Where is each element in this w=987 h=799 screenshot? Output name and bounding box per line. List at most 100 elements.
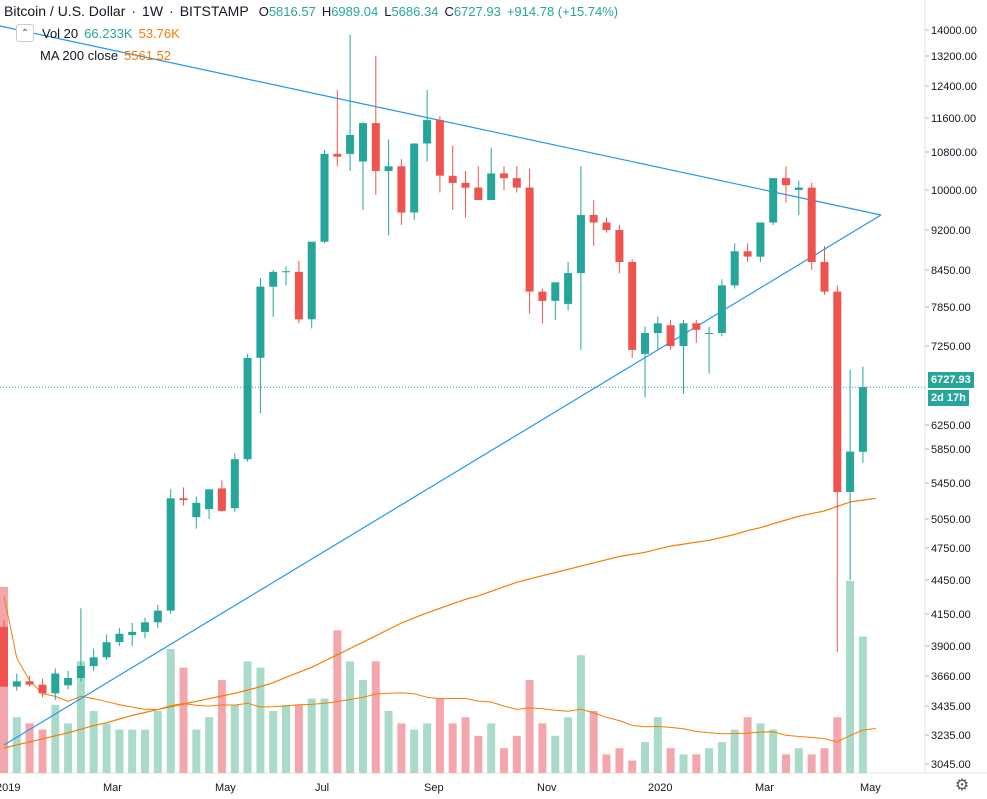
volume-bar (730, 729, 739, 773)
volume-bars (0, 580, 867, 773)
close-value: 6727.93 (453, 3, 501, 19)
price-tick-label: 13200.00 (931, 51, 977, 63)
candle-body (371, 123, 380, 171)
candle-body (820, 262, 829, 292)
ma200-path (3, 497, 876, 749)
chevron-up-icon[interactable]: ⌃ (16, 24, 34, 42)
symbol-name[interactable]: Bitcoin / U.S. Dollar (4, 3, 126, 19)
price-tick-label: 5850.00 (931, 444, 971, 456)
candle-body (166, 498, 175, 611)
volume-bar (89, 711, 98, 773)
candle-body (333, 153, 342, 157)
candle-body (564, 273, 573, 304)
volume-bar (500, 748, 508, 773)
volume-bar (743, 717, 752, 773)
last-price-badge: 6727.93 (928, 372, 974, 388)
candle-body (743, 251, 752, 257)
close-key: C (444, 3, 454, 19)
time-tick-label: Sep (424, 782, 444, 794)
volume-bar (166, 649, 175, 773)
candle-body (25, 681, 34, 685)
candle-body (282, 271, 290, 273)
volume-ma-line (3, 596, 876, 743)
price-axis[interactable]: 14000.00 13200.00 12400.00 11600.00 10800.00… (925, 25, 977, 771)
ma-indicator-name[interactable]: MA 200 close (40, 48, 119, 63)
volume-bar (448, 723, 457, 773)
volume-bar (25, 723, 34, 773)
time-tick-label: May (215, 782, 236, 794)
candle-body (51, 673, 60, 694)
volume-bar (179, 667, 188, 773)
volume-legend[interactable]: ⌃ Vol 20 66.233K 53.76K (16, 24, 186, 42)
volume-bar (38, 729, 47, 773)
price-tick-label: 4150.00 (931, 609, 971, 621)
ma-legend[interactable]: MA 200 close 5561.52 (40, 48, 177, 63)
candle-body (461, 182, 470, 188)
time-tick-label: Mar (103, 782, 122, 794)
price-tick-label: 3900.00 (931, 641, 971, 653)
candle-body (512, 178, 521, 188)
vol-ma-value: 53.76K (138, 25, 180, 41)
price-tick-label: 8450.00 (931, 265, 971, 277)
volume-bar (666, 748, 675, 773)
volume-ma-path (3, 596, 876, 743)
volume-bar (589, 711, 598, 773)
price-candles (0, 34, 867, 700)
candle-body (858, 387, 867, 452)
volume-bar (192, 729, 201, 773)
bar-countdown-badge: 2d 17h (928, 390, 969, 406)
price-tick-label: 5050.00 (931, 514, 971, 526)
candle-body (448, 175, 457, 183)
candle-body (435, 120, 444, 176)
gear-icon[interactable]: ⚙ (954, 777, 970, 794)
volume-bar (846, 580, 855, 773)
time-tick-label: 2019 (0, 782, 20, 794)
candle-body (38, 684, 47, 694)
volume-bar (679, 754, 688, 773)
candle-body (205, 489, 214, 510)
price-tick-label: 7250.00 (931, 341, 971, 353)
candle-body (346, 135, 355, 154)
volume-bar (51, 704, 60, 773)
volume-bar (256, 667, 265, 773)
candle-body (705, 333, 714, 334)
volume-bar (359, 680, 367, 773)
candle-body (115, 633, 124, 643)
low-value: 5686.34 (391, 3, 439, 19)
candle-body (192, 502, 201, 518)
price-tick-label: 9200.00 (931, 225, 971, 237)
volume-bar (294, 704, 303, 773)
volume-bar (512, 735, 521, 773)
volume-bar (230, 704, 239, 773)
volume-bar (371, 661, 380, 773)
vol-indicator-name[interactable]: Vol 20 (42, 25, 79, 41)
volume-bar (474, 735, 483, 773)
candle-body (525, 187, 534, 292)
candle-body (756, 222, 765, 257)
candle-body (128, 631, 137, 636)
volume-bar (76, 661, 85, 773)
low-key: L (384, 3, 392, 19)
candle-body (538, 291, 547, 301)
price-tick-label: 3435.00 (931, 701, 971, 713)
volume-bar (217, 680, 226, 773)
candle-body (269, 271, 278, 287)
volume-bar (115, 729, 124, 773)
time-axis[interactable]: 2019 Mar May Jul Sep Nov 2020 Mar May (0, 782, 881, 794)
price-tick-label: 12400.00 (931, 81, 977, 93)
volume-bar (282, 704, 290, 773)
candle-body (76, 666, 85, 678)
candle-body (12, 681, 21, 687)
price-tick-label: 10800.00 (931, 147, 977, 159)
candle-body (410, 143, 419, 213)
volume-bar (384, 711, 393, 773)
volume-bar (205, 717, 214, 773)
open-value: 5816.57 (268, 3, 316, 19)
time-tick-label: 2020 (648, 782, 672, 794)
volume-bar (615, 748, 624, 773)
interval-label[interactable]: 1W (142, 3, 164, 19)
candle-body (602, 222, 611, 230)
volume-bar (717, 742, 726, 773)
support-trendline[interactable] (3, 214, 882, 746)
